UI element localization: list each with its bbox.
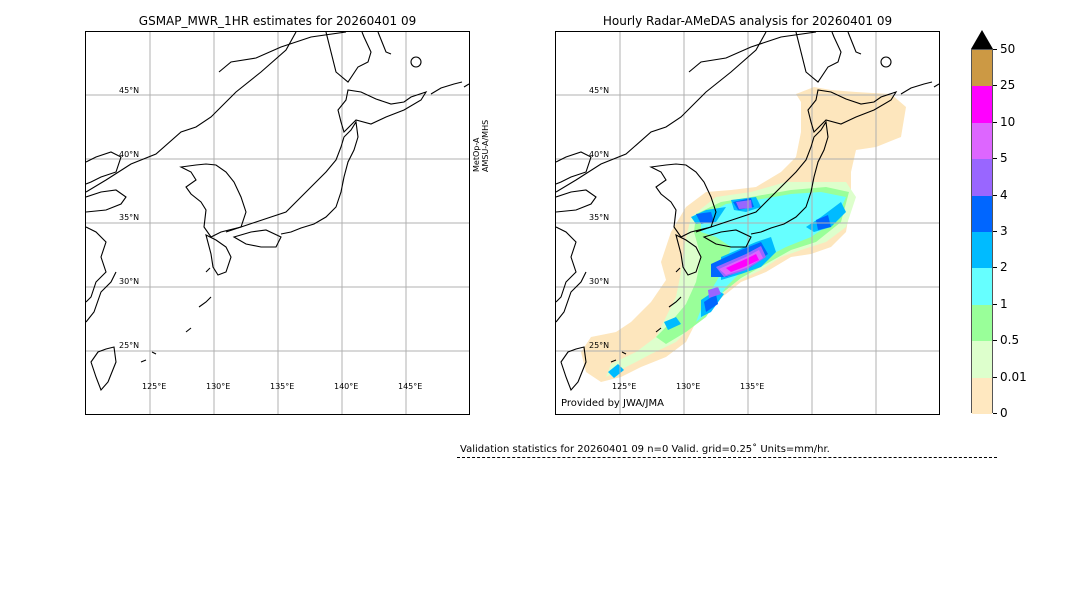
- lat-label-25: 25°N: [589, 341, 610, 350]
- colorbar-seg-5-10: [972, 122, 992, 160]
- lat-label-30: 30°N: [119, 277, 140, 286]
- lat-label-35: 35°N: [119, 213, 140, 222]
- lat-label-35: 35°N: [589, 213, 610, 222]
- colorbar-seg-10-25: [972, 86, 992, 123]
- left-map-title: GSMAP_MWR_1HR estimates for 20260401 09: [138, 14, 417, 28]
- lat-label-25: 25°N: [119, 341, 140, 350]
- lat-label-40: 40°N: [119, 150, 140, 159]
- colorbar-tick: [993, 231, 997, 232]
- sensor-name: AMSU-A/MHS: [481, 119, 490, 172]
- right-map-graphic: [556, 32, 939, 414]
- lon-label-145: 145°E: [398, 382, 423, 391]
- right-map-title: Hourly Radar-AMeDAS analysis for 2026040…: [602, 14, 893, 28]
- colorbar-seg-25-50: [972, 50, 992, 87]
- colorbar-label: 4: [1000, 188, 1008, 202]
- colorbar-seg-0.01-0.5: [972, 341, 992, 378]
- colorbar-label: 0.5: [1000, 333, 1020, 347]
- lon-label-125: 125°E: [612, 382, 637, 391]
- colorbar-label: 0.01: [1000, 370, 1027, 384]
- precip-field: [581, 87, 906, 382]
- colorbar-tick: [993, 158, 997, 159]
- colorbar-tick: [993, 122, 997, 123]
- lat-label-45: 45°N: [119, 86, 140, 95]
- satellite-label: MetOp-A AMSU-A/MHS: [472, 120, 490, 172]
- right-map: 45°N 40°N 35°N 30°N 25°N 125°E 130°E 135…: [555, 31, 940, 415]
- colorbar-label: 25: [1000, 78, 1016, 92]
- satellite-name: MetOp-A: [472, 137, 481, 172]
- left-map: 45°N 40°N 35°N 30°N 25°N 125°E 130°E 135…: [85, 31, 470, 415]
- coastlines: [86, 32, 469, 392]
- coastlines: [556, 32, 939, 392]
- validation-statistics: Validation statistics for 20260401 09 n=…: [460, 444, 830, 455]
- colorbar-seg-4-5: [972, 159, 992, 196]
- lat-label-40: 40°N: [589, 150, 610, 159]
- lon-label-130: 130°E: [206, 382, 231, 391]
- data-credit: Provided by JWA/JMA: [561, 398, 664, 409]
- colorbar-tick: [993, 49, 997, 50]
- colorbar-seg-3-4: [972, 195, 992, 232]
- colorbar-label: 1: [1000, 297, 1008, 311]
- colorbar-tick: [993, 267, 997, 268]
- gridlines: [86, 32, 469, 414]
- colorbar-label: 10: [1000, 115, 1016, 129]
- colorbar-seg-0.5-1: [972, 304, 992, 342]
- colorbar-tick: [993, 340, 997, 341]
- colorbar-extend-arrow: [971, 30, 993, 49]
- colorbar-tick: [993, 195, 997, 196]
- gridlines: [556, 32, 939, 414]
- colorbar-tick: [993, 85, 997, 86]
- lon-label-135: 135°E: [740, 382, 765, 391]
- lon-label-135: 135°E: [270, 382, 295, 391]
- colorbar-seg-1-2: [972, 268, 992, 305]
- colorbar-label: 3: [1000, 224, 1008, 238]
- colorbar-seg-2-3: [972, 232, 992, 269]
- colorbar-label: 5: [1000, 151, 1008, 165]
- colorbar-label: 0: [1000, 406, 1008, 420]
- lat-label-45: 45°N: [589, 86, 610, 95]
- lon-label-130: 130°E: [676, 382, 701, 391]
- colorbar-label: 2: [1000, 260, 1008, 274]
- lat-label-30: 30°N: [589, 277, 610, 286]
- colorbar-seg-0-0.01: [972, 377, 992, 414]
- lon-label-140: 140°E: [334, 382, 359, 391]
- colorbar-tick: [993, 377, 997, 378]
- left-map-graphic: [86, 32, 469, 414]
- colorbar: [971, 49, 993, 414]
- colorbar-tick: [993, 413, 997, 414]
- colorbar-tick: [993, 304, 997, 305]
- lon-label-125: 125°E: [142, 382, 167, 391]
- validation-divider: [457, 457, 997, 458]
- colorbar-label: 50: [1000, 42, 1016, 56]
